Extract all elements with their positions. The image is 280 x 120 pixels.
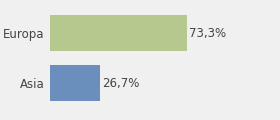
Text: 26,7%: 26,7% [102, 77, 140, 90]
Bar [50, 65, 100, 101]
Text: 73,3%: 73,3% [190, 27, 227, 40]
Bar [50, 15, 187, 51]
